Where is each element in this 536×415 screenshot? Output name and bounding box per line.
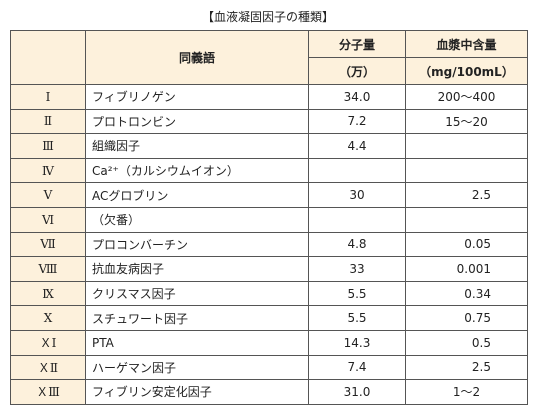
table-cell: Ⅷ bbox=[10, 256, 86, 282]
table-row: Ⅱ プロトロンビン 7.2 15～20 bbox=[10, 108, 528, 135]
table-cell bbox=[405, 206, 528, 233]
table-cell: 抗血友病因子 bbox=[85, 256, 309, 282]
table-row: Ⅴ ACグロブリン 30 2.5 bbox=[10, 182, 528, 208]
title: 【血液凝固因子の種類】 bbox=[201, 10, 334, 24]
table-cell: 4.8 bbox=[308, 231, 406, 258]
table-cell bbox=[308, 206, 406, 233]
table-cell: Ⅹ bbox=[10, 305, 86, 331]
table-row: Ⅹ スチュワート因子 5.5 0.75 bbox=[10, 305, 528, 331]
table-cell: Ⅶ bbox=[10, 231, 86, 258]
header-cell: 分子量 bbox=[308, 30, 406, 58]
header-cell bbox=[10, 30, 86, 85]
table-cell: 200～400 bbox=[405, 84, 528, 110]
table-cell: 0.05 bbox=[405, 231, 528, 258]
table-cell: Ⅳ bbox=[10, 157, 86, 184]
header-cell: （万） bbox=[308, 57, 406, 85]
table-cell: 1～2 bbox=[405, 379, 528, 405]
table-cell: スチュワート因子 bbox=[85, 305, 309, 331]
header-cell: 同義語 bbox=[85, 30, 309, 85]
table-cell: 5.5 bbox=[308, 305, 406, 331]
table-cell: 15～20 bbox=[405, 108, 528, 135]
table-cell: 0.5 bbox=[405, 329, 528, 356]
header-cell: （mg/100mL） bbox=[405, 57, 528, 85]
table-cell: 2.5 bbox=[405, 354, 528, 381]
table-row: Ⅵ （欠番） bbox=[10, 206, 528, 233]
table-cell: （欠番） bbox=[85, 206, 309, 233]
table-cell: PTA bbox=[85, 329, 309, 356]
table-cell: プロコンバーチン bbox=[85, 231, 309, 258]
table-cell: 組織因子 bbox=[85, 133, 309, 159]
table-cell: 31.0 bbox=[308, 379, 406, 405]
table-cell: Ⅵ bbox=[10, 206, 86, 233]
table-cell: 34.0 bbox=[308, 84, 406, 110]
header-cell: 血漿中含量 bbox=[405, 30, 528, 58]
table-cell: Ⅱ bbox=[10, 108, 86, 135]
table-cell: 0.75 bbox=[405, 305, 528, 331]
table-cell: ＸⅢ bbox=[10, 379, 86, 405]
header-row: 同義語 分子量 血漿中含量 bbox=[10, 30, 528, 85]
table-cell bbox=[308, 157, 406, 184]
table-cell: プロトロンビン bbox=[85, 108, 309, 135]
table-cell: ＸⅠ bbox=[10, 329, 86, 356]
table-cell: ＸⅡ bbox=[10, 354, 86, 381]
table-cell: Ca²⁺（カルシウムイオン） bbox=[85, 157, 309, 184]
table-row: Ⅶ プロコンバーチン 4.8 0.05 bbox=[10, 231, 528, 258]
table-cell: Ⅰ bbox=[10, 84, 86, 110]
table-cell: 0.34 bbox=[405, 280, 528, 307]
table-cell: 4.4 bbox=[308, 133, 406, 159]
table-cell: 7.2 bbox=[308, 108, 406, 135]
table-cell: ACグロブリン bbox=[85, 182, 309, 208]
table-cell: Ⅸ bbox=[10, 280, 86, 307]
table-row: Ⅸ クリスマス因子 5.5 0.34 bbox=[10, 280, 528, 307]
table-row: Ⅳ Ca²⁺（カルシウムイオン） bbox=[10, 157, 528, 184]
table-row: Ⅷ 抗血友病因子 33 0.001 bbox=[10, 256, 528, 282]
table-row: Ⅲ 組織因子 4.4 bbox=[10, 133, 528, 159]
table-cell bbox=[405, 157, 528, 184]
table-cell: フィブリン安定化因子 bbox=[85, 379, 309, 405]
table-row: ＸⅡ ハーゲマン因子 7.4 2.5 bbox=[10, 354, 528, 381]
table-cell: 33 bbox=[308, 256, 406, 282]
table-cell bbox=[405, 133, 528, 159]
table-cell: 30 bbox=[308, 182, 406, 208]
table-cell: Ⅴ bbox=[10, 182, 86, 208]
table-cell: 14.3 bbox=[308, 329, 406, 356]
table-cell: ハーゲマン因子 bbox=[85, 354, 309, 381]
table-cell: Ⅲ bbox=[10, 133, 86, 159]
table-cell: 7.4 bbox=[308, 354, 406, 381]
factor-table: 同義語 分子量 血漿中含量 （万） （mg/100mL） Ⅰ フィブリノゲン 34.… bbox=[10, 30, 528, 405]
table-cell: クリスマス因子 bbox=[85, 280, 309, 307]
table-cell: 5.5 bbox=[308, 280, 406, 307]
table-body: Ⅰ フィブリノゲン 34.0 200～400 Ⅱ プロトロンビン 7.2 15～20 Ⅲ 組織因子… bbox=[10, 84, 528, 405]
table-row: Ⅰ フィブリノゲン 34.0 200～400 bbox=[10, 84, 528, 110]
table-row: ＸⅢ フィブリン安定化因子 31.0 1～2 bbox=[10, 379, 528, 405]
header-row: （万） （mg/100mL） bbox=[11, 57, 528, 85]
table-cell: 2.5 bbox=[405, 182, 528, 208]
table-cell: 0.001 bbox=[405, 256, 528, 282]
table-cell: フィブリノゲン bbox=[85, 84, 309, 110]
table-row: ＸⅠ PTA 14.3 0.5 bbox=[10, 329, 528, 356]
